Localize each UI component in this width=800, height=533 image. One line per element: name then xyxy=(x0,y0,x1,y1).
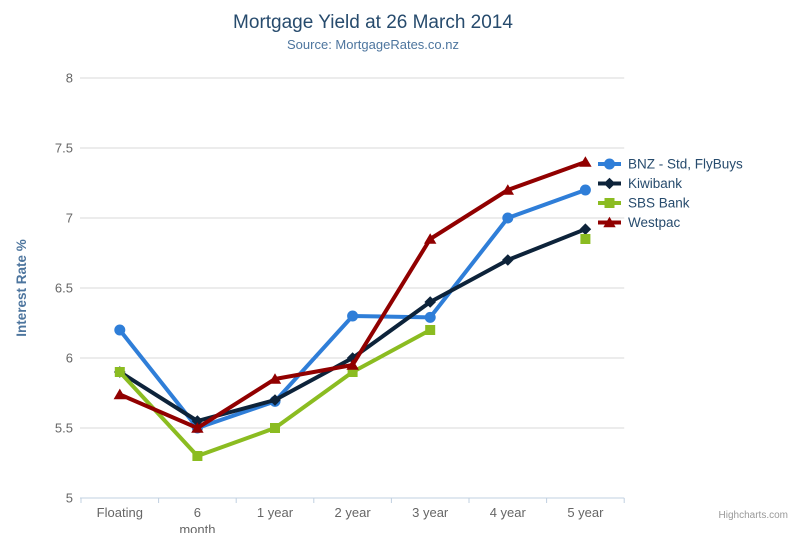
credits-link[interactable]: Highcharts.com xyxy=(718,510,788,521)
legend-item-westpac[interactable]: Westpac xyxy=(598,215,681,230)
data-point-marker[interactable] xyxy=(424,311,436,323)
series-westpac xyxy=(113,156,592,433)
data-point-marker[interactable] xyxy=(270,423,280,433)
data-point-marker[interactable] xyxy=(192,451,203,461)
series-bnz-std-flybuys xyxy=(114,184,591,434)
data-point-marker[interactable] xyxy=(114,367,125,377)
data-point-marker[interactable] xyxy=(269,394,281,406)
legend-marker-symbol[interactable] xyxy=(603,177,616,190)
chart-subtitle: Source: MortgageRates.co.nz xyxy=(287,37,459,52)
data-point-marker[interactable] xyxy=(424,233,437,244)
y-axis-label: 7 xyxy=(66,211,73,226)
legend-item-sbs-bank[interactable]: SBS Bank xyxy=(598,196,690,211)
data-point-marker[interactable] xyxy=(347,310,359,322)
data-point-marker[interactable] xyxy=(580,234,591,244)
y-axis-label: 8 xyxy=(66,71,73,86)
series-line[interactable] xyxy=(117,188,588,430)
y-axis-title: Interest Rate % xyxy=(14,239,29,337)
data-point-marker[interactable] xyxy=(346,359,359,370)
data-point-marker[interactable] xyxy=(501,184,514,195)
x-axis-label: Floating xyxy=(97,505,143,520)
legend-marker-symbol[interactable] xyxy=(603,216,616,228)
legend-label: Kiwibank xyxy=(628,176,682,191)
data-point-marker[interactable] xyxy=(579,223,592,235)
series-line[interactable] xyxy=(117,160,588,430)
data-point-marker[interactable] xyxy=(425,325,436,335)
data-point-marker[interactable] xyxy=(191,415,204,427)
series-line[interactable] xyxy=(117,227,588,423)
y-axis-label: 6.5 xyxy=(55,281,73,296)
data-point-marker[interactable] xyxy=(268,373,282,384)
x-axis-label: 5 year xyxy=(567,505,604,520)
legend: BNZ - Std, FlyBuys Kiwibank SBS Bank Westpa… xyxy=(598,157,743,230)
series-sbs-bank xyxy=(114,234,591,461)
data-point-marker[interactable] xyxy=(502,212,514,224)
legend-marker-symbol[interactable] xyxy=(604,198,615,208)
y-axis-label: 6 xyxy=(66,351,73,366)
data-point-marker[interactable] xyxy=(579,184,591,196)
legend-item-kiwibank[interactable]: Kiwibank xyxy=(598,176,682,191)
y-axis-label: 7.5 xyxy=(55,141,73,156)
data-point-marker[interactable] xyxy=(579,156,592,167)
legend-item-bnz-std-flybuys[interactable]: BNZ - Std, FlyBuys xyxy=(598,157,743,172)
x-axis-label: 2 year xyxy=(335,505,372,520)
x-axis-label: 3 year xyxy=(412,505,449,520)
data-point-marker[interactable] xyxy=(113,388,126,400)
chart-title: Mortgage Yield at 26 March 2014 xyxy=(233,12,513,33)
x-axis-label: 4 year xyxy=(490,505,527,520)
legend-label: Westpac xyxy=(628,215,681,230)
data-point-marker[interactable] xyxy=(502,254,514,266)
legend-label: BNZ - Std, FlyBuys xyxy=(628,157,743,172)
x-axis-label: 1 year xyxy=(257,505,294,520)
y-axis-label: 5.5 xyxy=(55,421,73,436)
data-point-marker[interactable] xyxy=(424,296,436,308)
data-point-marker[interactable] xyxy=(347,367,358,377)
x-axis-label: 6 month xyxy=(179,505,215,533)
y-axis-label: 5 xyxy=(66,491,73,506)
data-point-marker[interactable] xyxy=(191,422,204,433)
legend-label: SBS Bank xyxy=(628,196,690,211)
series-kiwibank xyxy=(114,223,592,427)
legend-marker-symbol[interactable] xyxy=(604,158,615,170)
data-point-marker[interactable] xyxy=(114,324,126,336)
